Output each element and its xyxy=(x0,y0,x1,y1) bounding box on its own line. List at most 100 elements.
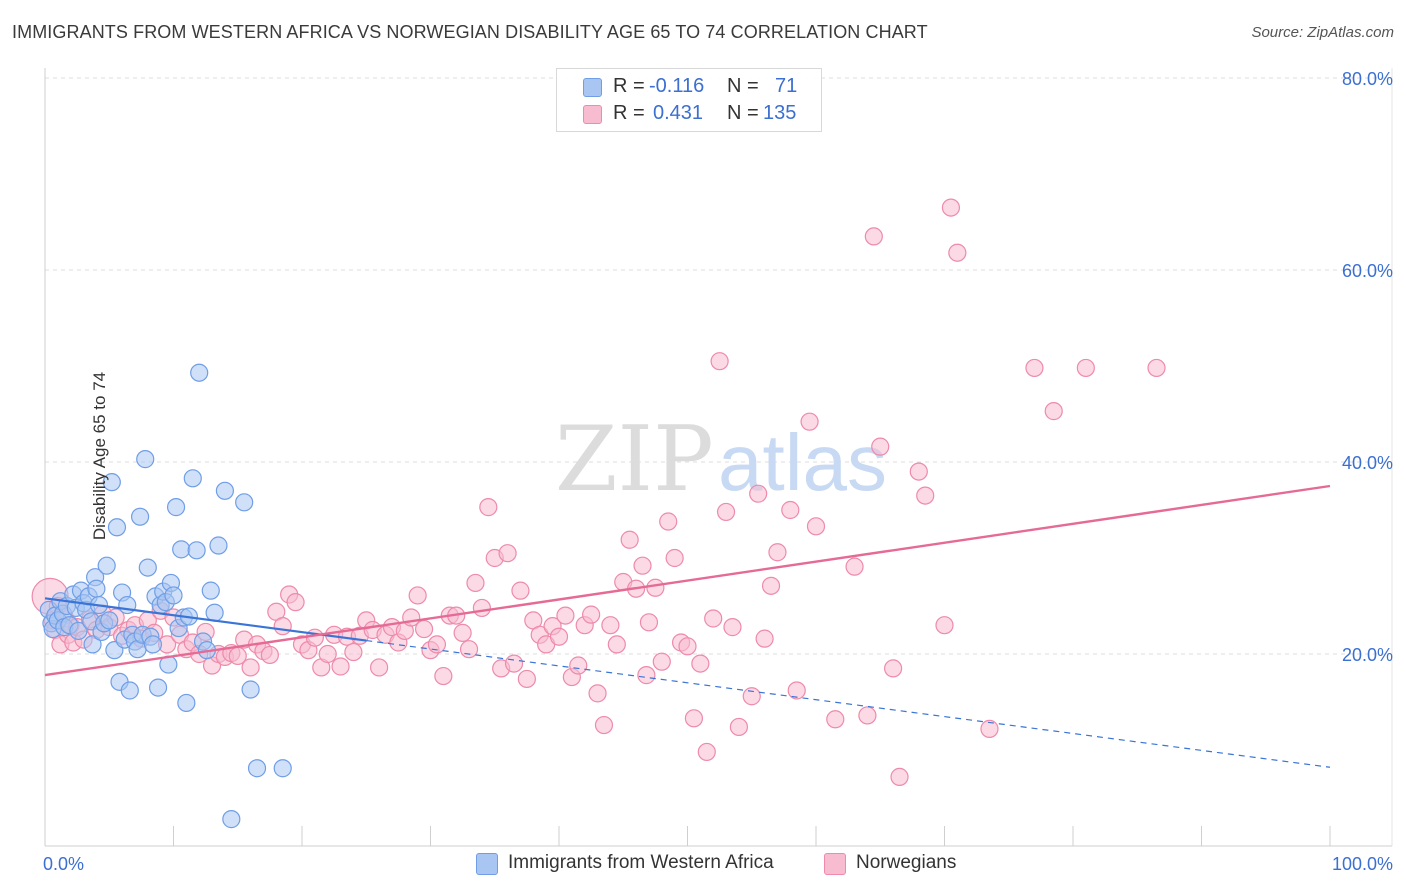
norwegians-point xyxy=(241,658,260,677)
western-africa-point xyxy=(138,558,157,577)
norwegians-point xyxy=(980,719,999,738)
norwegians-point xyxy=(620,530,639,549)
axes xyxy=(44,68,1393,847)
western-africa-point xyxy=(136,450,155,469)
norwegians-point xyxy=(742,687,761,706)
western-africa-point xyxy=(143,635,163,654)
norwegians-point xyxy=(781,500,800,520)
norwegians-point xyxy=(504,654,524,673)
norwegians-point xyxy=(318,644,337,664)
legend-swatch-blue xyxy=(583,78,602,97)
western-africa-point xyxy=(201,581,220,600)
western-africa-point xyxy=(215,481,234,500)
western-africa-point xyxy=(187,541,206,560)
bottom-legend-norwegians: Norwegians xyxy=(824,852,984,876)
norwegians-point xyxy=(761,576,781,595)
trend-lines xyxy=(44,484,1331,768)
legend-n-label: N = xyxy=(727,102,759,124)
norwegians-point xyxy=(909,462,928,481)
norwegians-point xyxy=(459,640,479,659)
western-africa-points xyxy=(39,363,292,829)
western-africa-trend-dashed xyxy=(366,639,1331,768)
norwegians-point xyxy=(569,656,588,675)
norwegians-point xyxy=(305,628,324,647)
norwegians-point xyxy=(434,666,453,686)
norwegians-point xyxy=(286,593,305,612)
western-africa-point xyxy=(222,810,241,829)
norwegians-point xyxy=(665,548,684,568)
western-africa-point xyxy=(69,621,88,641)
western-africa-point xyxy=(166,498,186,517)
legend-n-value-blue: 71 xyxy=(775,75,798,97)
norwegians-point xyxy=(684,709,704,728)
norwegians-point xyxy=(749,484,768,503)
y-tick-label-80: 80.0% xyxy=(1342,69,1393,89)
x-tick-label-max: 100.0% xyxy=(1332,854,1393,874)
norwegians-point xyxy=(408,586,427,605)
legend-r-value-blue: -0.116 xyxy=(649,75,705,97)
legend-swatch-pink xyxy=(583,105,602,124)
western-africa-point xyxy=(102,473,121,492)
western-africa-point xyxy=(241,680,260,699)
norwegians-point xyxy=(871,437,890,456)
norwegians-point xyxy=(883,659,903,678)
norwegians-point xyxy=(633,556,652,575)
western-africa-point xyxy=(235,493,254,512)
norwegians-point xyxy=(517,669,536,689)
y-tick-label-20: 20.0% xyxy=(1342,645,1393,665)
western-africa-point xyxy=(83,635,102,654)
norwegians-point xyxy=(678,637,697,656)
bottom-legend-label-pink: Norwegians xyxy=(856,852,957,873)
norwegians-point xyxy=(414,619,434,639)
watermark-zip: ZIP xyxy=(555,407,714,512)
legend-row-western-africa: R = -0.116 N = 71 xyxy=(557,75,821,99)
bottom-legend-western-africa: Immigrants from Western Africa xyxy=(476,852,806,876)
bottom-legend-swatch-blue xyxy=(476,853,498,875)
western-africa-point xyxy=(130,507,150,526)
norwegians-point xyxy=(787,681,806,700)
norwegians-point xyxy=(916,486,935,505)
western-africa-point xyxy=(164,586,183,605)
norwegians-point xyxy=(716,502,736,522)
western-africa-point xyxy=(97,556,116,575)
norwegians-point xyxy=(890,767,909,786)
norwegians-point xyxy=(723,618,742,637)
norwegians-point xyxy=(370,658,389,677)
norwegians-point xyxy=(344,642,363,662)
y-tick-label-60: 60.0% xyxy=(1342,261,1393,281)
norwegians-point xyxy=(710,352,729,371)
norwegians-point xyxy=(806,517,826,536)
norwegians-point xyxy=(472,598,491,618)
norwegians-point xyxy=(601,616,620,635)
norwegians-point xyxy=(948,243,967,262)
bottom-legend-swatch-pink xyxy=(824,853,846,875)
norwegians-point xyxy=(453,623,472,642)
stats-legend: R = -0.116 N = 71 R = 0.431 N = 135 xyxy=(556,68,822,132)
norwegians-point xyxy=(659,512,678,531)
watermark-atlas: atlas xyxy=(718,418,887,507)
norwegians-point xyxy=(858,706,877,725)
legend-r-label: R = xyxy=(613,75,645,97)
watermark: ZIP atlas xyxy=(555,407,887,512)
norwegians-point xyxy=(588,684,607,703)
norwegians-point xyxy=(639,613,659,632)
norwegians-point xyxy=(607,635,626,654)
norwegians-point xyxy=(427,635,447,654)
western-africa-point xyxy=(247,759,267,778)
norwegians-point xyxy=(704,609,723,628)
source-label: Source: ZipAtlas.com xyxy=(1251,24,1394,41)
western-africa-point xyxy=(205,603,224,622)
norwegians-point xyxy=(273,617,292,636)
norwegians-point xyxy=(331,657,350,676)
norwegians-point xyxy=(652,652,671,671)
norwegians-point xyxy=(260,645,279,665)
norwegians-point xyxy=(637,666,656,685)
norwegians-point xyxy=(768,543,787,562)
western-africa-point xyxy=(190,363,209,382)
norwegians-point xyxy=(941,198,961,217)
western-africa-point xyxy=(107,518,127,537)
norwegians-point xyxy=(1044,402,1063,421)
norwegians-point xyxy=(1076,358,1095,378)
norwegians-point xyxy=(845,557,864,576)
